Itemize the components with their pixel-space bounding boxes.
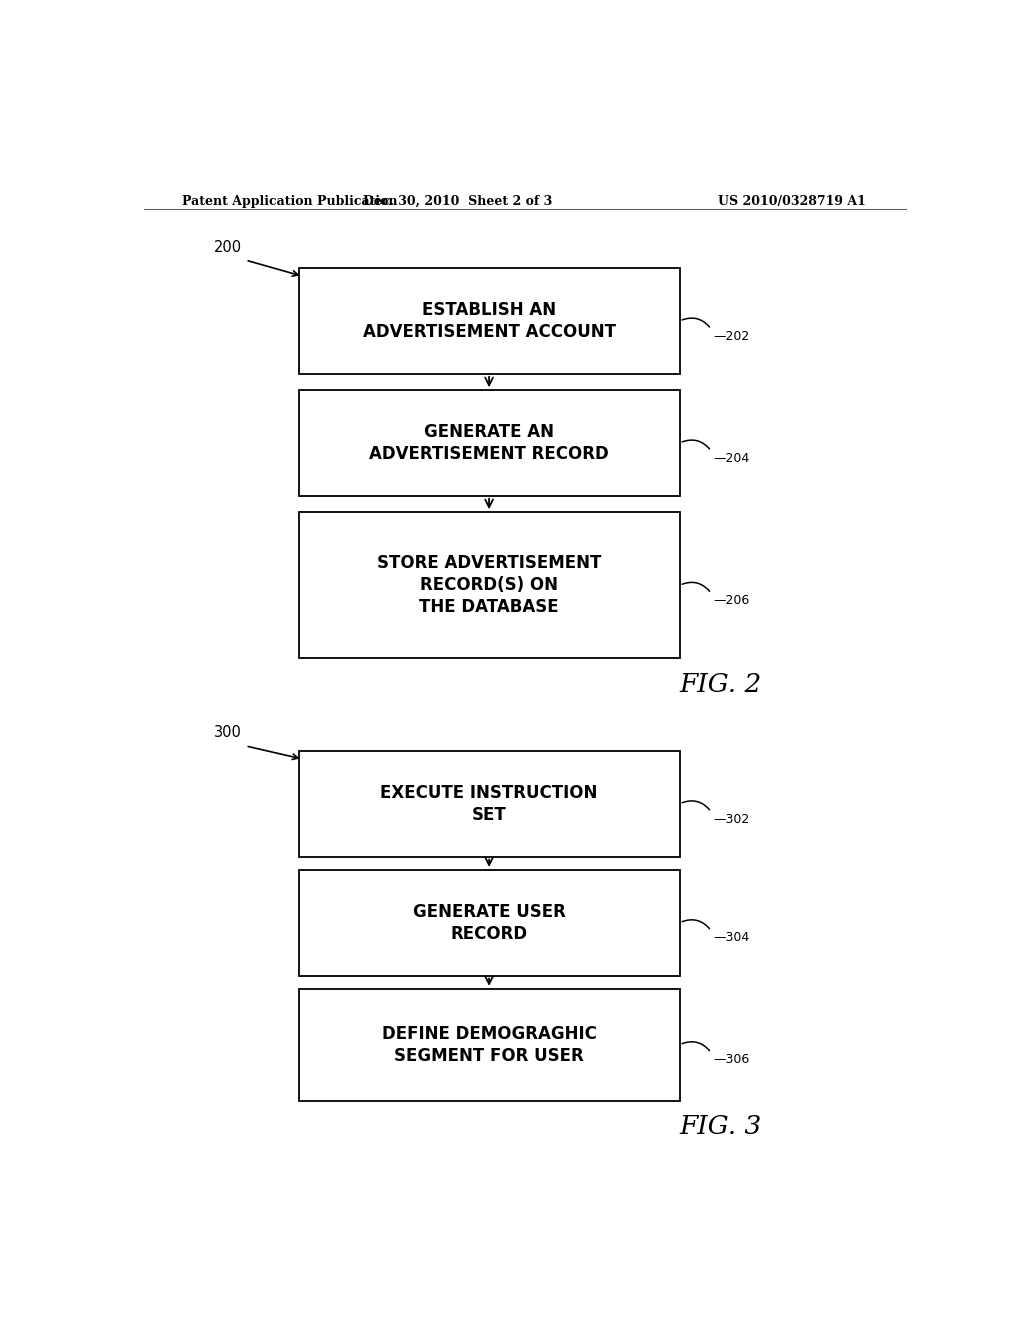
Text: —302: —302: [714, 813, 750, 825]
Text: GENERATE USER
RECORD: GENERATE USER RECORD: [413, 903, 565, 942]
Text: —202: —202: [714, 330, 750, 343]
Text: FIG. 3: FIG. 3: [680, 1114, 762, 1139]
Text: 300: 300: [214, 725, 242, 739]
Text: —206: —206: [714, 594, 750, 607]
Text: US 2010/0328719 A1: US 2010/0328719 A1: [718, 194, 866, 207]
Text: DEFINE DEMOGRAGHIC
SEGMENT FOR USER: DEFINE DEMOGRAGHIC SEGMENT FOR USER: [382, 1024, 597, 1065]
Text: FIG. 2: FIG. 2: [680, 672, 762, 697]
Text: ESTABLISH AN
ADVERTISEMENT ACCOUNT: ESTABLISH AN ADVERTISEMENT ACCOUNT: [362, 301, 615, 341]
Text: 200: 200: [214, 240, 242, 255]
Text: STORE ADVERTISEMENT
RECORD(S) ON
THE DATABASE: STORE ADVERTISEMENT RECORD(S) ON THE DAT…: [377, 554, 601, 616]
Text: —204: —204: [714, 451, 750, 465]
Text: —304: —304: [714, 932, 750, 945]
Bar: [299, 870, 680, 975]
Bar: [299, 268, 680, 374]
Bar: [299, 989, 680, 1101]
Bar: [299, 751, 680, 857]
Text: EXECUTE INSTRUCTION
SET: EXECUTE INSTRUCTION SET: [380, 784, 598, 824]
Text: —306: —306: [714, 1053, 750, 1067]
Bar: [299, 391, 680, 496]
Text: GENERATE AN
ADVERTISEMENT RECORD: GENERATE AN ADVERTISEMENT RECORD: [370, 422, 609, 463]
Text: Patent Application Publication: Patent Application Publication: [182, 194, 397, 207]
Text: Dec. 30, 2010  Sheet 2 of 3: Dec. 30, 2010 Sheet 2 of 3: [362, 194, 552, 207]
Bar: [299, 512, 680, 659]
